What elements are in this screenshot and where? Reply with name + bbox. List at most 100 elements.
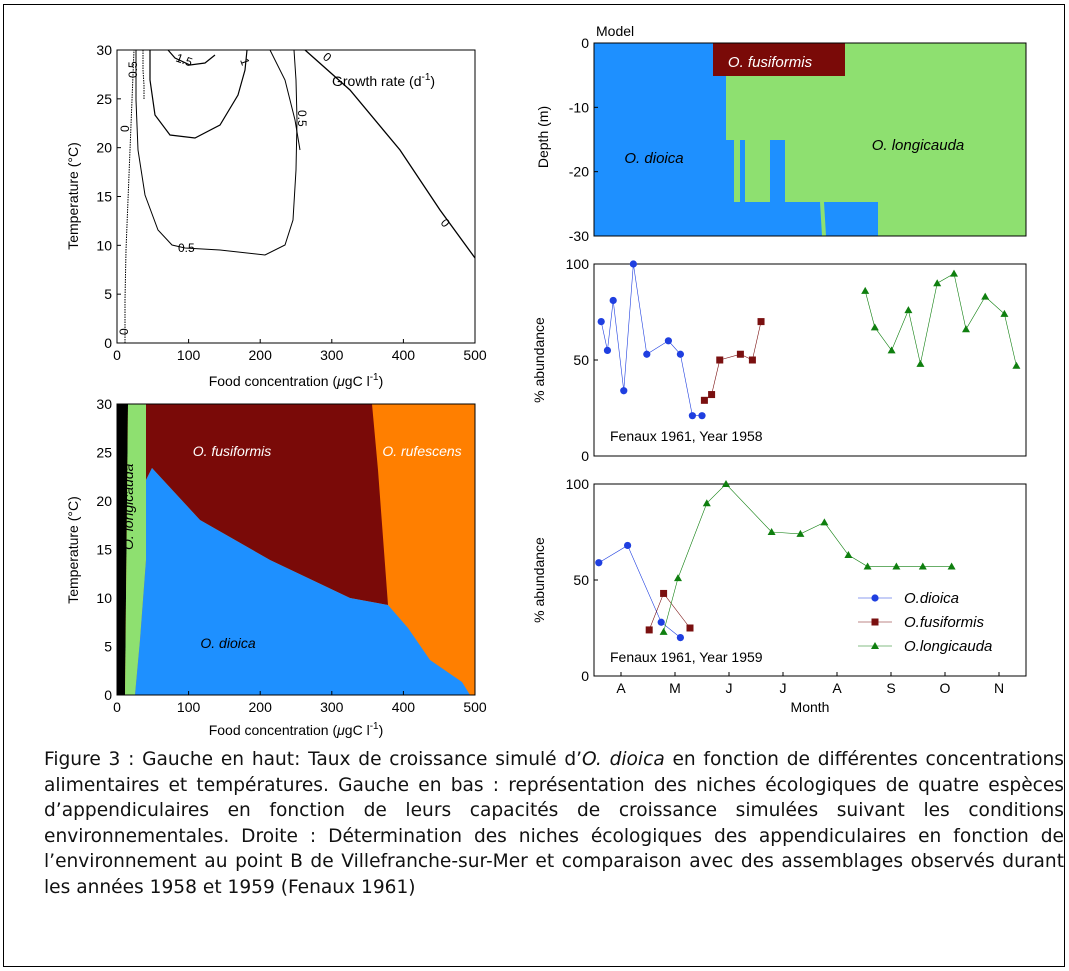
niche-label-dioica: O. dioica — [200, 635, 255, 651]
y-tick-label: 0 — [104, 335, 112, 351]
data-point — [861, 286, 870, 294]
contour-line-1 — [149, 49, 248, 139]
data-point — [603, 346, 612, 354]
data-point — [708, 391, 716, 399]
x-tick-label: 300 — [320, 699, 344, 715]
contour-label: 1.5 — [174, 51, 195, 70]
data-point — [918, 562, 927, 570]
y-tick-label: -10 — [569, 99, 589, 115]
y1958-ylabel: % abundance — [531, 317, 547, 403]
data-point — [676, 350, 685, 358]
niche-region-fusiformis — [146, 404, 388, 605]
niche-region-longicauda — [125, 404, 146, 695]
model-label-fusiformis: O. fusiformis — [728, 54, 813, 71]
data-point — [698, 412, 706, 420]
data-point — [676, 634, 685, 642]
growth-chart: 1.5 0.5 0 1 0.5 0 0.5 0 0 Growth rate (d… — [65, 42, 487, 389]
chart-1958: 0 50 100 % abundance Fenaux 1961, Year 195… — [531, 256, 1027, 464]
y1959-series — [595, 480, 956, 642]
data-point — [767, 528, 776, 535]
month-tick-label: N — [994, 680, 1004, 696]
y-tick-label: 20 — [96, 493, 112, 509]
data-point — [892, 562, 901, 570]
data-point — [904, 306, 913, 314]
data-point — [643, 350, 651, 358]
model-label-longicauda: O. longicauda — [872, 137, 965, 154]
model-title: Model — [596, 23, 634, 39]
model-chart: Model O. fusiformis O. dioica O. longica… — [535, 23, 1027, 244]
figure-canvas: 1.5 0.5 0 1 0.5 0 0.5 0 0 Growth rate (d… — [65, 23, 1027, 738]
data-point — [645, 626, 653, 634]
data-point — [688, 412, 697, 420]
y-tick-label: 50 — [573, 352, 589, 368]
legend-label-fusiformis: O.fusiformis — [904, 614, 985, 631]
contour-line-0-5-inner — [142, 50, 145, 100]
contour-label: 1 — [237, 56, 253, 67]
data-point — [796, 529, 805, 537]
model-y-axis: 0 -10 -20 -30 — [569, 35, 598, 244]
y-tick-label: 5 — [104, 286, 112, 302]
model-region-fusiformis — [713, 43, 845, 76]
y-tick-label: 0 — [104, 687, 112, 703]
data-point — [702, 499, 711, 507]
data-point — [609, 296, 617, 305]
y-tick-label: 30 — [96, 42, 112, 58]
data-point — [722, 480, 730, 487]
month-tick-label: J — [726, 680, 733, 696]
figure-frame — [3, 4, 1065, 967]
niche-label-longicauda: O. longicauda — [120, 463, 136, 550]
y-tick-label: 100 — [566, 476, 590, 492]
y-tick-label: 50 — [573, 572, 589, 588]
data-point — [624, 541, 632, 550]
figure-caption: Figure 3 : Gauche en haut: Taux de crois… — [44, 747, 1064, 900]
niche-ylabel: Temperature (°C) — [65, 496, 81, 604]
x-tick-label: 300 — [320, 347, 344, 363]
contour-line-0-right — [304, 49, 476, 259]
contour-label: 0.5 — [295, 110, 309, 127]
y-tick-label: -20 — [569, 164, 589, 180]
x-tick-label: 100 — [177, 699, 201, 715]
data-point — [748, 356, 756, 364]
y-tick-label: 15 — [96, 542, 112, 558]
data-point — [950, 269, 958, 277]
data-point — [736, 350, 744, 358]
y1958-label: Fenaux 1961, Year 1958 — [610, 428, 763, 444]
caption-species: O. dioica — [582, 749, 665, 770]
y-tick-label: 20 — [96, 140, 112, 156]
y-tick-label: 10 — [96, 237, 112, 253]
x-tick-label: 500 — [463, 699, 487, 715]
caption-text-rest: en fonction de différentes concentration… — [44, 749, 1064, 898]
data-point — [597, 318, 605, 326]
x-tick-label: 100 — [177, 347, 201, 363]
data-point — [1000, 309, 1009, 317]
legend-label-dioica: O.dioica — [904, 590, 959, 607]
caption-text: Figure 3 : Gauche en haut: Taux de crois… — [44, 749, 583, 770]
data-point — [657, 618, 665, 626]
y1959-y-axis: 0 50 100 — [566, 476, 598, 684]
contour-line-1-5 — [167, 49, 216, 66]
growth-x-axis: 0 100 200 300 400 500 — [113, 339, 487, 363]
y-tick-label: 15 — [96, 189, 112, 205]
growth-xlabel: Food concentration (μgC l-1) — [209, 372, 384, 389]
data-point — [757, 318, 765, 326]
contour-label: 0 — [118, 125, 132, 132]
contour-line-0-left — [124, 49, 135, 343]
data-point — [820, 518, 829, 526]
data-point — [916, 359, 925, 367]
data-point — [981, 292, 990, 300]
growth-y-axis: 0 5 10 15 20 25 30 — [96, 42, 121, 351]
growth-annotation: Growth rate (d-1) — [332, 72, 435, 89]
y-tick-label: 25 — [96, 445, 112, 461]
model-region-dioica — [594, 43, 822, 236]
month-tick-label: M — [669, 680, 681, 696]
x-tick-label: 0 — [113, 699, 121, 715]
month-tick-label: S — [886, 680, 895, 696]
data-point — [659, 627, 668, 635]
y-tick-label: 100 — [566, 256, 590, 272]
niche-xlabel: Food concentration (μgC l-1) — [209, 721, 384, 738]
niche-label-rufescens: O. rufescens — [382, 443, 461, 459]
contour-label: 0 — [117, 328, 131, 335]
data-point — [664, 337, 673, 345]
x-tick-label: 500 — [463, 347, 487, 363]
